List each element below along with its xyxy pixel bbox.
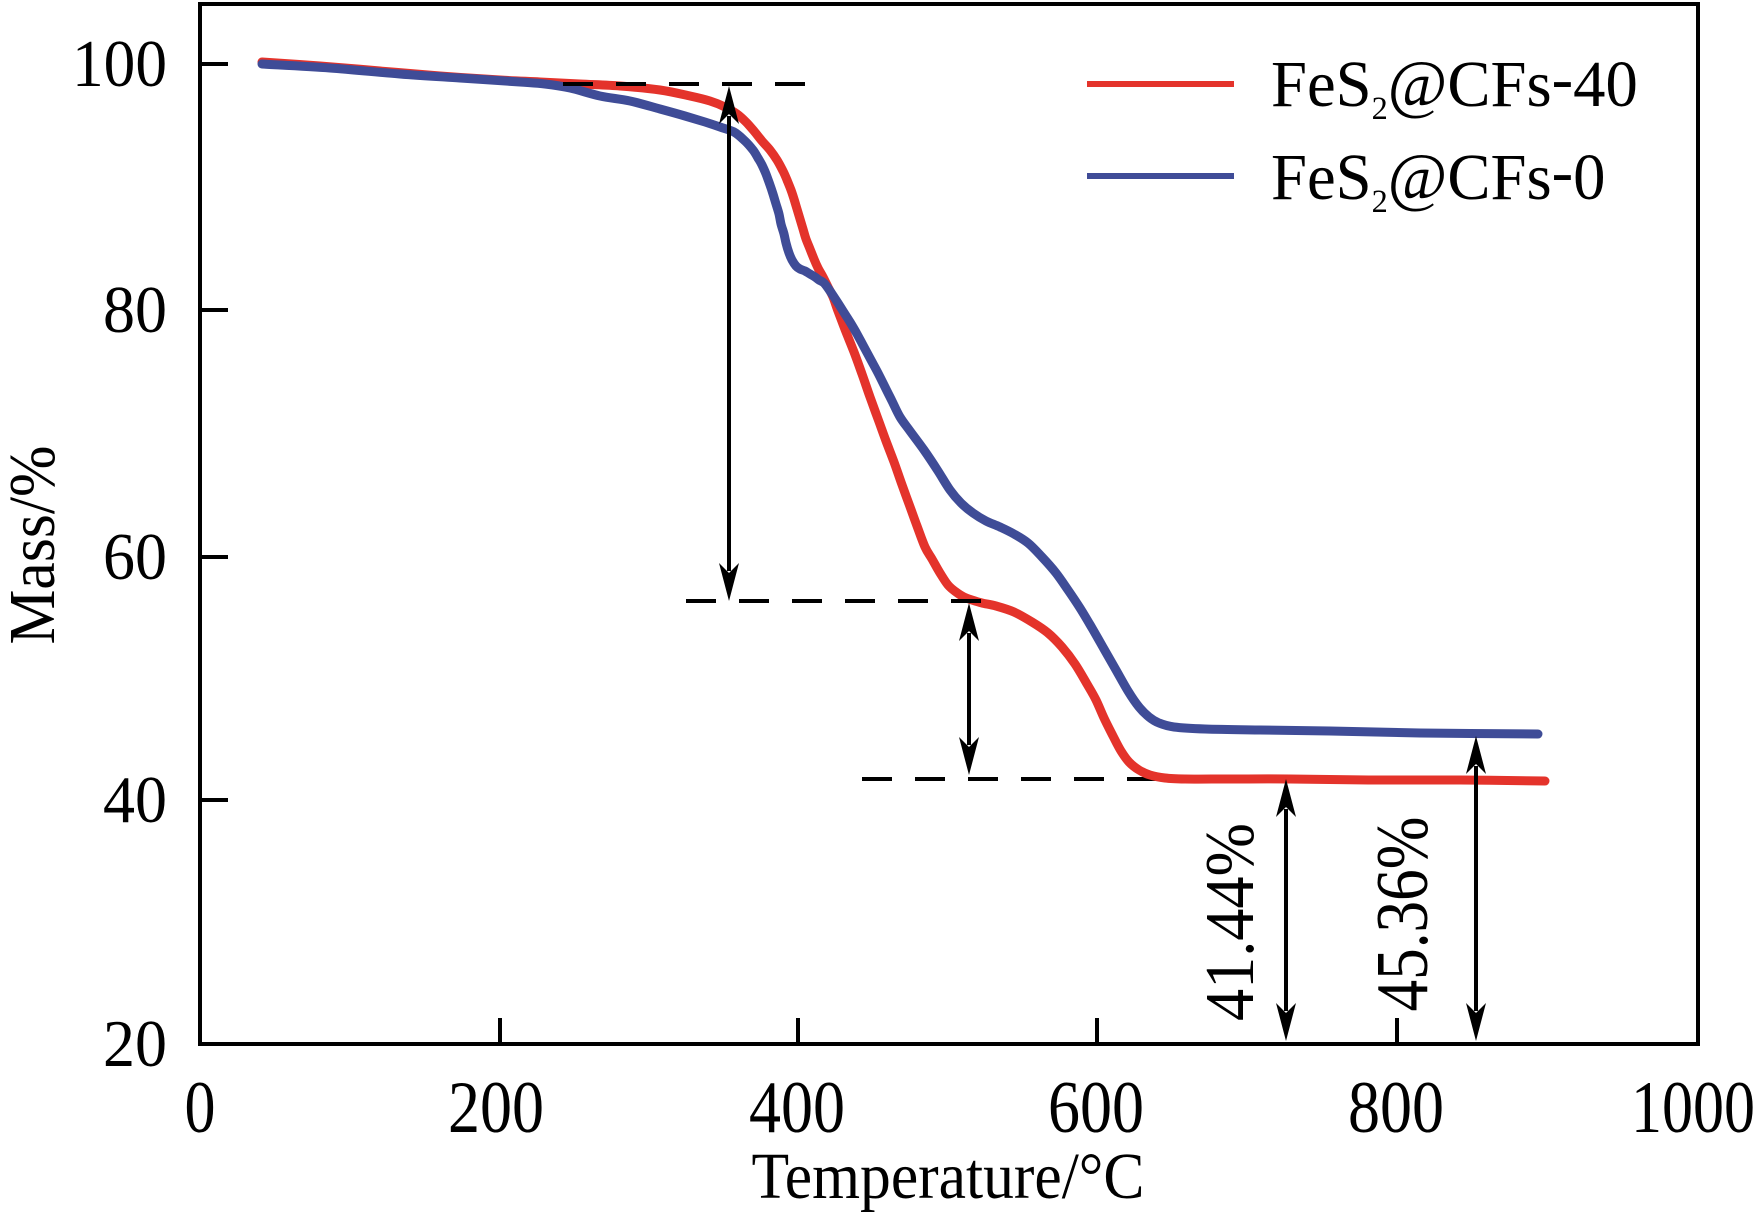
svg-text:80: 80 [103, 273, 167, 347]
svg-text:400: 400 [749, 1067, 845, 1149]
svg-text:0: 0 [185, 1067, 216, 1149]
svg-text:Mass/%: Mass/% [0, 446, 69, 645]
svg-text:FeS2@CFs-0: FeS2@CFs-0 [1271, 135, 1606, 220]
svg-text:1000: 1000 [1631, 1067, 1754, 1149]
svg-text:20: 20 [103, 1007, 167, 1081]
svg-text:FeS2@CFs-40: FeS2@CFs-40 [1271, 42, 1638, 127]
svg-text:100: 100 [72, 27, 167, 101]
svg-text:600: 600 [1048, 1067, 1144, 1149]
svg-text:45.36%: 45.36% [1362, 817, 1444, 1012]
svg-text:800: 800 [1348, 1067, 1444, 1149]
svg-text:60: 60 [103, 520, 167, 594]
svg-text:Temperature/°C: Temperature/°C [752, 1140, 1145, 1213]
svg-text:40: 40 [103, 763, 167, 837]
svg-text:41.44%: 41.44% [1192, 823, 1269, 1021]
svg-text:200: 200 [448, 1067, 544, 1149]
